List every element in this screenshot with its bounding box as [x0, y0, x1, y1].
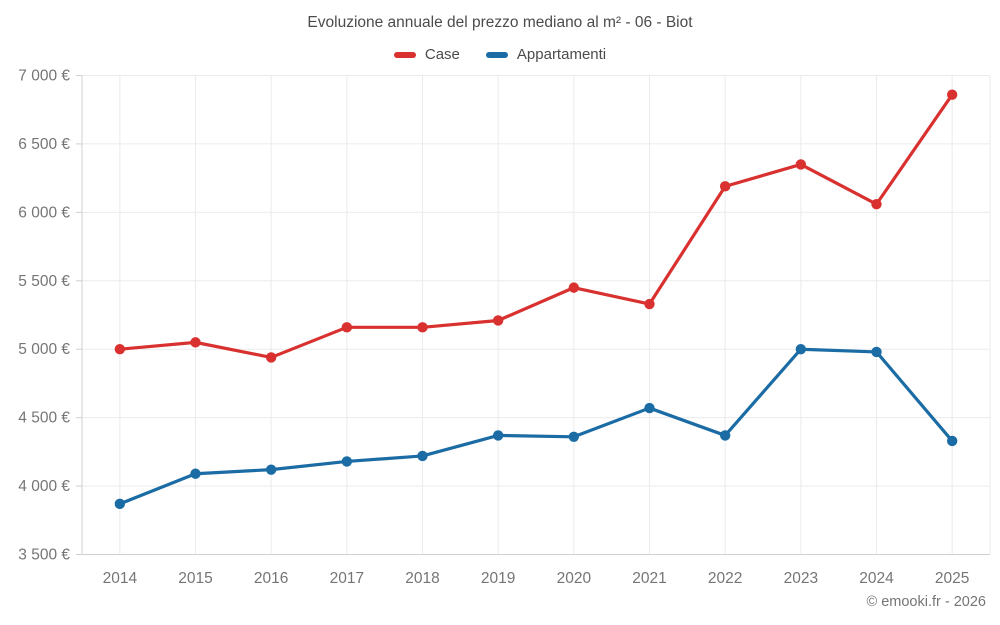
x-axis-tick-label: 2025 [935, 570, 969, 587]
data-point-case-2019[interactable] [492, 315, 504, 326]
y-axis-tick-label: 4 500 € [18, 410, 70, 427]
series-line-appartamenti [118, 347, 954, 506]
appartamenti-series-swatch-icon [485, 51, 508, 58]
data-point-case-2021[interactable] [644, 298, 655, 310]
data-point-case-2024[interactable] [871, 198, 882, 210]
x-axis-tick-label: 2019 [481, 570, 515, 587]
data-point-appartamenti-2022[interactable] [719, 430, 731, 441]
data-point-appartamenti-2023[interactable] [795, 344, 807, 355]
x-axis-tick-label: 2024 [859, 570, 894, 587]
legend-label-case: Case [424, 46, 460, 63]
data-point-case-2014[interactable] [114, 344, 126, 355]
data-point-appartamenti-2015[interactable] [190, 468, 201, 479]
y-axis-tick-label: 6 000 € [18, 204, 70, 221]
x-axis-tick-label: 2016 [254, 570, 288, 587]
legend: Case Appartamenti [0, 46, 1000, 63]
x-axis-tick-label: 2020 [557, 570, 592, 587]
data-point-case-2015[interactable] [190, 337, 201, 348]
y-axis-tick-label: 7 000 € [18, 68, 70, 85]
x-axis-tick-label: 2014 [103, 570, 138, 587]
legend-label-appartamenti: Appartamenti [516, 46, 607, 63]
x-axis-tick-label: 2023 [784, 570, 818, 587]
series-line-case [118, 93, 954, 360]
data-point-appartamenti-2019[interactable] [492, 430, 504, 441]
x-axis-tick-label: 2022 [708, 570, 742, 587]
y-axis-tick-label: 3 500 € [18, 547, 70, 564]
data-point-case-2023[interactable] [795, 159, 807, 170]
data-point-appartamenti-2021[interactable] [644, 402, 655, 414]
legend-item-case[interactable]: Case [393, 46, 460, 63]
y-axis-tick-label: 4 000 € [18, 478, 70, 495]
data-point-appartamenti-2016[interactable] [265, 464, 277, 475]
data-point-case-2017[interactable] [341, 322, 353, 333]
data-point-case-2018[interactable] [417, 322, 428, 333]
data-point-appartamenti-2025[interactable] [946, 435, 958, 447]
y-axis-tick-label: 5 000 € [18, 341, 70, 358]
x-axis-tick-label: 2017 [330, 570, 364, 587]
y-axis-tick-label: 6 500 € [18, 136, 70, 153]
data-point-appartamenti-2017[interactable] [341, 456, 353, 467]
x-axis-tick-label: 2015 [178, 570, 212, 587]
case-series-swatch-icon [393, 51, 416, 58]
chart-title: Evoluzione annuale del prezzo mediano al… [307, 14, 693, 31]
y-axis-tick-label: 5 500 € [18, 273, 70, 290]
data-point-appartamenti-2014[interactable] [114, 498, 126, 510]
copyright-footer: © emooki.fr - 2026 [866, 594, 986, 610]
data-point-case-2016[interactable] [265, 352, 277, 363]
x-axis-tick-label: 2021 [632, 570, 666, 587]
data-point-case-2022[interactable] [719, 181, 731, 192]
legend-item-appartamenti[interactable]: Appartamenti [485, 46, 607, 63]
data-point-appartamenti-2020[interactable] [568, 431, 580, 443]
data-point-case-2025[interactable] [946, 89, 958, 100]
x-axis-tick-label: 2018 [405, 570, 439, 587]
data-point-appartamenti-2018[interactable] [417, 450, 428, 462]
data-point-appartamenti-2024[interactable] [871, 346, 882, 358]
data-point-case-2020[interactable] [568, 282, 580, 293]
